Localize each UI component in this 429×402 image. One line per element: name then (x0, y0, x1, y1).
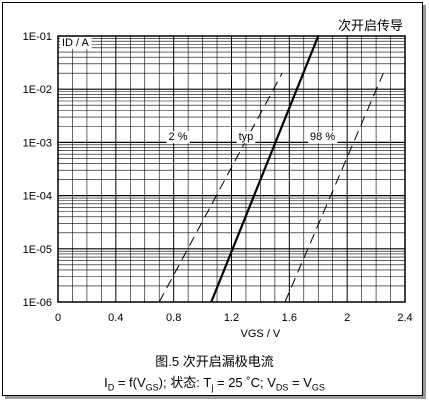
y-tick-label: 1E-06 (23, 297, 52, 309)
series-label: 98 % (310, 131, 335, 143)
series-label-bg (308, 131, 338, 144)
x-tick-label: 0.8 (166, 312, 181, 324)
caption-text: = 25 ˚C; V (213, 375, 276, 390)
x-tick-label: 2.4 (397, 312, 412, 324)
y-tick-label: 1E-05 (23, 244, 52, 256)
labels-group: 1E-01 1E-02 1E-03 1E-04 1E-05 1E-060 0.4 0.8 1.2… (23, 18, 413, 340)
plot-area (57, 35, 406, 303)
chart-title-bg (335, 18, 405, 33)
series-line (210, 35, 320, 303)
chart-title: 次开启传导 (338, 18, 403, 33)
series-label: typ (239, 131, 254, 143)
grid (58, 36, 405, 302)
y-tick-label: 1E-01 (23, 31, 52, 43)
x-axis-label-bg (238, 328, 283, 340)
x-axis-label: VGS / V (241, 328, 281, 340)
series-label-bg (166, 131, 190, 144)
x-tick-label: 2 (344, 312, 350, 324)
caption-subscript: GS (311, 382, 325, 393)
caption-line-2: ID = f(VGS); 状态: Tj = 25 ˚C; VDS = VGS (0, 372, 429, 393)
series-line (158, 72, 283, 303)
x-tick-label: 1.2 (224, 312, 239, 324)
series-label-bg (236, 131, 256, 144)
x-tick-label: 1.6 (282, 312, 297, 324)
y-tick-label: 1E-04 (23, 191, 52, 203)
caption-text: = V (288, 375, 312, 390)
series-line (284, 72, 384, 303)
x-tick-label: 0.4 (108, 312, 123, 324)
x-tick-label: 0 (55, 312, 61, 324)
y-tick-label: 1E-03 (23, 137, 52, 149)
caption-text: = f(V (114, 375, 146, 390)
y-axis-label-bg (60, 37, 92, 49)
caption-subscript: GS (145, 382, 159, 393)
caption-text: I (104, 375, 108, 390)
series-group (158, 35, 384, 303)
caption-subscript: D (107, 382, 115, 393)
series-label: 2 % (169, 131, 188, 143)
y-axis-label: ID / A (62, 37, 90, 49)
caption-subscript: j (211, 382, 214, 393)
caption-line-1: 图.5 次开启漏极电流 (155, 354, 274, 369)
caption-text: ); 状态: T (158, 375, 212, 390)
y-tick-label: 1E-02 (23, 84, 52, 96)
caption-subscript: DS (275, 382, 289, 393)
